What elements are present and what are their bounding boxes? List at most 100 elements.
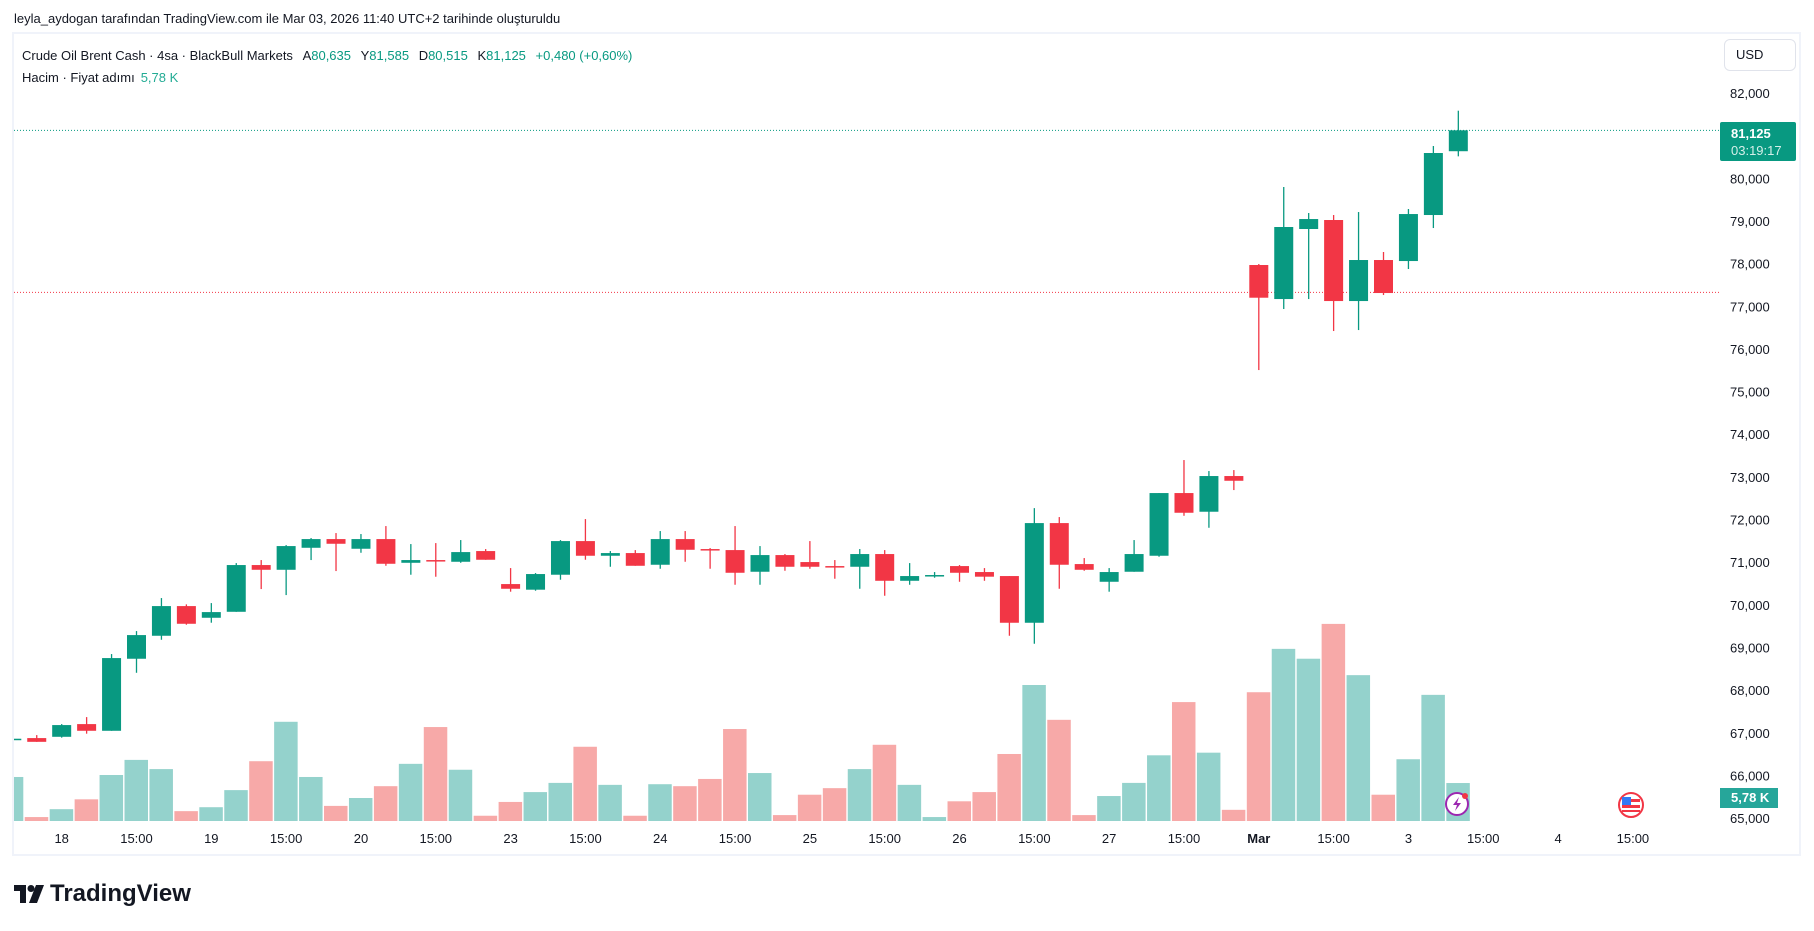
candle[interactable] <box>301 538 321 561</box>
candle[interactable] <box>501 568 521 592</box>
candle[interactable] <box>999 576 1019 636</box>
legend-symbol-row: Crude Oil Brent Cash · 4sa · BlackBull M… <box>22 45 632 67</box>
volume-bar <box>598 784 622 821</box>
candle[interactable] <box>850 549 870 589</box>
candle[interactable] <box>401 544 421 575</box>
tradingview-logo-icon <box>14 885 44 903</box>
price-axis-label: 74,000 <box>1730 427 1770 442</box>
candle[interactable] <box>925 572 945 578</box>
lightning-icon[interactable] <box>1445 792 1469 816</box>
candle[interactable] <box>900 563 920 585</box>
candle[interactable] <box>27 735 47 742</box>
candle[interactable] <box>451 540 471 563</box>
candle[interactable] <box>700 548 720 569</box>
candle[interactable] <box>675 531 695 562</box>
volume-bar <box>872 744 897 821</box>
candle[interactable] <box>426 543 446 577</box>
candle[interactable] <box>176 604 196 625</box>
chart-frame <box>12 32 1801 856</box>
candle-body <box>675 539 695 550</box>
volume-bar <box>1221 809 1246 821</box>
candle[interactable] <box>1324 215 1344 332</box>
candle[interactable] <box>1349 212 1369 331</box>
tradingview-logo[interactable]: TradingView <box>14 880 191 908</box>
price-axis-label: 78,000 <box>1730 257 1770 272</box>
candle[interactable] <box>875 550 895 596</box>
candle[interactable] <box>1174 460 1194 516</box>
candle[interactable] <box>1124 540 1144 572</box>
volume-bar <box>673 786 697 821</box>
symbol-title[interactable]: Crude Oil Brent Cash · 4sa · BlackBull M… <box>22 48 293 63</box>
candle[interactable] <box>974 568 994 581</box>
candle[interactable] <box>1024 508 1044 644</box>
candle[interactable] <box>1099 568 1119 592</box>
candle[interactable] <box>1049 517 1069 589</box>
candle[interactable] <box>1149 493 1169 557</box>
candle[interactable] <box>1274 187 1294 310</box>
candle[interactable] <box>725 526 745 585</box>
candle[interactable] <box>1224 470 1244 491</box>
low-value: 80,515 <box>428 48 468 63</box>
candle[interactable] <box>77 717 97 734</box>
candle[interactable] <box>376 526 396 566</box>
time-axis-label: 15:00 <box>1467 831 1500 846</box>
candle-body <box>850 554 870 567</box>
candle[interactable] <box>750 546 770 585</box>
candle[interactable] <box>2 738 22 741</box>
candle[interactable] <box>52 724 72 738</box>
candle[interactable] <box>226 563 246 612</box>
candle-body <box>1024 523 1044 623</box>
open-value: 80,635 <box>311 48 351 63</box>
candle-body <box>1324 220 1344 302</box>
change-value: +0,480 (+0,60%) <box>535 48 633 63</box>
candle[interactable] <box>201 603 221 623</box>
candle[interactable] <box>1448 110 1468 157</box>
candle[interactable] <box>650 531 670 569</box>
candle[interactable] <box>476 549 496 560</box>
candle[interactable] <box>326 533 346 572</box>
candle[interactable] <box>526 573 546 591</box>
candle[interactable] <box>825 560 845 579</box>
candle[interactable] <box>1398 209 1418 270</box>
candle[interactable] <box>800 541 820 569</box>
volume-bar <box>99 775 124 821</box>
candle-body <box>725 550 745 573</box>
us-flag-icon[interactable] <box>1618 792 1644 818</box>
candle[interactable] <box>600 551 620 567</box>
candle-body <box>1448 130 1468 152</box>
volume-bar <box>1396 759 1420 821</box>
volume-bar <box>348 798 373 821</box>
volume-label[interactable]: Hacim · Fiyat adımı <box>22 70 135 85</box>
candle[interactable] <box>351 534 371 553</box>
currency-button[interactable]: USD <box>1724 39 1796 71</box>
volume-bar <box>1147 755 1171 821</box>
candle[interactable] <box>276 545 296 596</box>
candle[interactable] <box>550 540 570 580</box>
volume-bar <box>523 792 548 821</box>
candle-body <box>127 635 146 659</box>
plot-area[interactable] <box>0 110 1720 821</box>
candle[interactable] <box>950 565 970 582</box>
candle[interactable] <box>1074 558 1094 571</box>
candle[interactable] <box>102 654 122 731</box>
candle[interactable] <box>775 554 795 571</box>
candle[interactable] <box>1423 146 1443 229</box>
candle[interactable] <box>127 631 146 673</box>
time-axis-label: 15:00 <box>569 831 602 846</box>
candle[interactable] <box>1374 251 1393 296</box>
candle[interactable] <box>1299 213 1319 300</box>
candle[interactable] <box>1199 471 1219 528</box>
time-axis-label: 15:00 <box>270 831 303 846</box>
candle[interactable] <box>251 560 271 590</box>
candle-body <box>550 541 570 575</box>
volume-badge-bg <box>1720 788 1778 808</box>
candle[interactable] <box>151 598 171 640</box>
candle[interactable] <box>1249 264 1269 371</box>
time-axis-label: 15:00 <box>120 831 153 846</box>
candle[interactable] <box>575 519 595 560</box>
candle[interactable] <box>625 550 645 566</box>
time-axis-label: 25 <box>803 831 817 846</box>
candle-body <box>825 566 845 568</box>
candle-body <box>1149 493 1169 556</box>
